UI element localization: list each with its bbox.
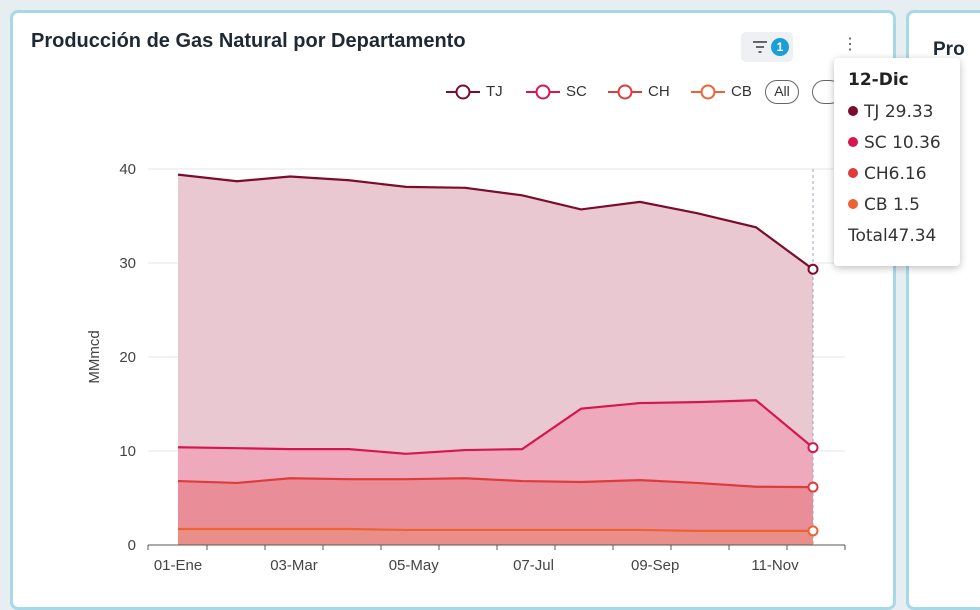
x-tick-label: 07-Jul xyxy=(513,557,554,574)
tooltip-label-ch: CH xyxy=(864,164,889,184)
line-ch xyxy=(177,477,814,489)
x-tick-label: 05-May xyxy=(389,557,440,574)
area-chart: 0 10 20 30 40 MMmcd 01-Ene 03-Mar 05-May 07-Jul 09… xyxy=(86,161,846,574)
legend-marker-cb xyxy=(691,84,725,100)
y-tick-label: 10 xyxy=(119,443,136,460)
tooltip-value-sc: 10.36 xyxy=(892,133,941,153)
hover-marker-sc xyxy=(807,442,819,454)
tooltip-row-ch: CH6.16 xyxy=(848,164,927,184)
tooltip-total: Total47.34 xyxy=(848,226,936,246)
tooltip-value-cb: 1.5 xyxy=(892,195,920,215)
legend-marker-tj xyxy=(446,84,480,100)
y-tick-label: 0 xyxy=(128,537,136,554)
filter-count-badge: 1 xyxy=(771,38,789,56)
tooltip-dot-ch xyxy=(848,168,858,178)
legend-label-sc: SC xyxy=(566,83,587,100)
area-cb xyxy=(178,529,813,545)
hover-marker-tj xyxy=(807,263,819,275)
chart-title: Producción de Gas Natural por Departamen… xyxy=(31,30,466,52)
tooltip-title: 12-Dic xyxy=(848,70,909,90)
tooltip-dot-sc xyxy=(848,137,858,147)
tooltip-dot-tj xyxy=(848,106,858,116)
filter-button[interactable]: 1 xyxy=(741,32,793,62)
x-tick-label: 03-Mar xyxy=(270,557,318,574)
tooltip-label-sc: SC xyxy=(864,133,887,153)
legend-marker-sc xyxy=(526,84,560,100)
tooltip-label-tj: TJ xyxy=(864,102,880,122)
legend-label-tj: TJ xyxy=(486,83,503,100)
y-tick-label: 40 xyxy=(119,161,136,178)
tooltip-value-tj: 29.33 xyxy=(884,102,934,122)
x-tick-label: 11-Nov xyxy=(751,557,799,574)
secondary-card-title: Pro xyxy=(933,39,965,60)
x-tick-label: 09-Sep xyxy=(631,557,679,574)
line-sc xyxy=(177,399,814,455)
tooltip-total-value: 47.34 xyxy=(887,226,937,246)
hover-marker-ch xyxy=(807,481,819,493)
tooltip-dot-cb xyxy=(848,199,858,209)
legend-all-button[interactable]: All xyxy=(765,80,799,104)
tooltip-row-cb: CB 1.5 xyxy=(848,195,920,215)
legend-label-cb: CB xyxy=(731,83,752,100)
tooltip-label-cb: CB xyxy=(864,195,888,215)
tooltip-value-ch: 6.16 xyxy=(888,164,927,184)
hover-marker-cb xyxy=(807,525,819,537)
y-axis-label: MMmcd xyxy=(86,330,103,383)
tooltip-row-sc: SC 10.36 xyxy=(848,133,941,153)
chart-tooltip: 12-Dic TJ 29.33 SC 10.36 CH6.16 CB 1.5 T… xyxy=(834,58,960,266)
filter-icon xyxy=(753,41,767,53)
line-tj xyxy=(177,173,814,271)
more-options-icon[interactable]: ⋮ xyxy=(842,36,858,53)
y-tick-label: 30 xyxy=(119,255,136,272)
tooltip-row-tj: TJ 29.33 xyxy=(848,102,933,122)
legend-marker-ch xyxy=(608,84,642,100)
y-tick-label: 20 xyxy=(119,349,136,366)
x-tick-label: 01-Ene xyxy=(154,557,202,574)
legend-label-ch: CH xyxy=(648,83,670,100)
tooltip-total-label: Total xyxy=(848,226,888,246)
line-cb xyxy=(178,527,813,533)
